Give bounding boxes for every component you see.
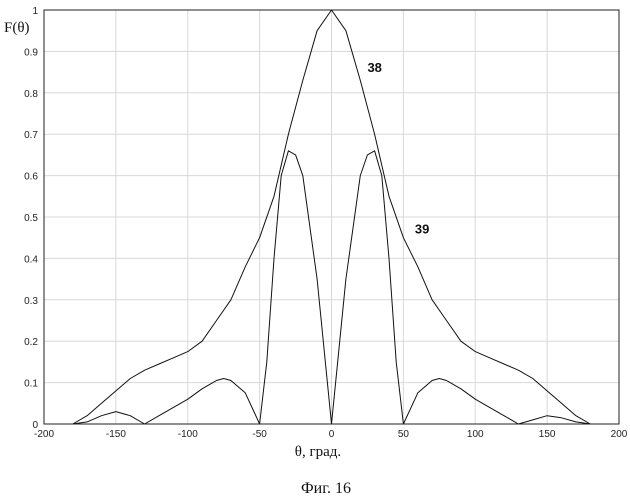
figure-caption: Фиг. 16 [301, 480, 351, 497]
x-tick-label: 100 [467, 429, 484, 440]
y-tick-label: 1 [32, 6, 38, 17]
y-tick-label: 0.5 [24, 213, 38, 224]
x-axis-label: θ, град. [295, 444, 341, 460]
x-tick-label: 0 [329, 429, 335, 440]
x-tick-label: -50 [252, 429, 267, 440]
y-tick-label: 0.3 [24, 296, 38, 307]
x-tick-label: 200 [611, 429, 628, 440]
curve-labels: 38 39 [367, 60, 429, 236]
y-tick-label: 0.4 [24, 254, 38, 265]
y-tick-label: 0.9 [24, 47, 38, 58]
grid [44, 10, 619, 424]
x-tick-label: 50 [398, 429, 410, 440]
x-tick-label: -100 [178, 429, 198, 440]
y-tick-label: 0.6 [24, 172, 38, 183]
series-label-38: 38 [367, 60, 381, 75]
y-tick-label: 0 [32, 420, 38, 431]
y-tick-label: 0.7 [24, 130, 38, 141]
x-tick-label: 150 [539, 429, 556, 440]
x-tick-label: -150 [106, 429, 126, 440]
y-axis-label: F(θ) [4, 20, 30, 36]
y-tick-label: 0.2 [24, 337, 38, 348]
y-tick-label: 0.8 [24, 89, 38, 100]
y-tick-label: 0.1 [24, 379, 38, 390]
series-label-39: 39 [415, 222, 429, 237]
tick-labels: -200-150-100-5005010015020000.10.20.30.4… [24, 6, 628, 440]
